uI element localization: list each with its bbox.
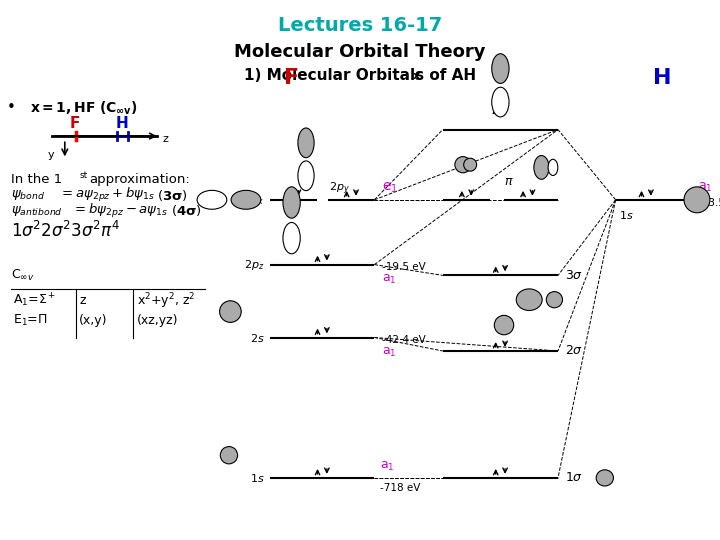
- Text: $= a\psi_{2pz} + b\psi_{1s}$: $= a\psi_{2pz} + b\psi_{1s}$: [59, 186, 155, 205]
- Ellipse shape: [494, 315, 513, 335]
- Text: F: F: [70, 116, 80, 131]
- Text: •: •: [7, 100, 16, 116]
- Text: E$_1$=Π: E$_1$=Π: [13, 313, 48, 328]
- Text: F: F: [284, 68, 300, 89]
- Text: (xz,yz): (xz,yz): [137, 314, 179, 327]
- Text: a$_1$: a$_1$: [698, 181, 713, 194]
- Ellipse shape: [283, 222, 300, 254]
- Ellipse shape: [298, 128, 314, 158]
- Ellipse shape: [492, 54, 509, 84]
- Text: -13.5 eV: -13.5 eV: [698, 198, 720, 207]
- Ellipse shape: [492, 87, 509, 117]
- Ellipse shape: [455, 157, 471, 173]
- Text: (x,y): (x,y): [79, 314, 108, 327]
- Ellipse shape: [298, 161, 314, 191]
- Text: $1s$: $1s$: [250, 472, 264, 484]
- Text: A$_1$=Σ$^+$: A$_1$=Σ$^+$: [13, 292, 56, 309]
- Ellipse shape: [516, 289, 542, 310]
- Text: H: H: [116, 116, 129, 131]
- Ellipse shape: [546, 292, 562, 308]
- Text: Molecular Orbital Theory: Molecular Orbital Theory: [234, 43, 486, 61]
- Text: $2s$: $2s$: [250, 332, 264, 343]
- Text: In the 1: In the 1: [11, 173, 62, 186]
- Ellipse shape: [548, 159, 558, 176]
- Text: st: st: [79, 171, 87, 180]
- Text: $2\sigma$: $2\sigma$: [565, 345, 583, 357]
- Text: $3\sigma$: $3\sigma$: [565, 269, 583, 282]
- Text: $\bf{x = 1, HF\ (C_{\infty v})}$: $\bf{x = 1, HF\ (C_{\infty v})}$: [30, 99, 138, 117]
- Text: $= b\psi_{2pz} - a\psi_{1s}$: $= b\psi_{2pz} - a\psi_{1s}$: [72, 201, 168, 220]
- Text: a$_1$: a$_1$: [380, 460, 395, 472]
- Text: $1s$: $1s$: [619, 209, 634, 221]
- Text: approximation:: approximation:: [89, 173, 190, 186]
- Ellipse shape: [684, 187, 710, 213]
- Text: $\psi_{bond}$: $\psi_{bond}$: [11, 188, 45, 202]
- Ellipse shape: [231, 190, 261, 209]
- Text: -19.5 eV: -19.5 eV: [382, 262, 426, 272]
- Text: $2p_z$: $2p_z$: [244, 258, 264, 272]
- Text: e$_1$: e$_1$: [382, 181, 397, 195]
- Ellipse shape: [220, 447, 238, 464]
- Text: $\psi_{antibond}$: $\psi_{antibond}$: [11, 204, 63, 218]
- Text: $2p_y$: $2p_y$: [329, 181, 350, 197]
- Ellipse shape: [534, 156, 549, 179]
- Text: x$^2$+y$^2$, z$^2$: x$^2$+y$^2$, z$^2$: [137, 291, 195, 310]
- Ellipse shape: [596, 470, 613, 486]
- Text: -42.4 eV: -42.4 eV: [382, 335, 426, 345]
- Ellipse shape: [220, 301, 241, 322]
- Text: C$_{\infty v}$: C$_{\infty v}$: [11, 268, 35, 283]
- Ellipse shape: [283, 187, 300, 218]
- Text: a$_1$: a$_1$: [382, 346, 396, 359]
- Text: ($\mathbf{4\sigma}$): ($\mathbf{4\sigma}$): [171, 203, 202, 218]
- Text: Lectures 16-17: Lectures 16-17: [278, 16, 442, 35]
- Text: $4\sigma$: $4\sigma$: [491, 106, 510, 119]
- Text: z: z: [79, 294, 86, 307]
- Text: z: z: [163, 134, 168, 144]
- Text: $2p_x$: $2p_x$: [243, 193, 264, 207]
- Text: -718 eV: -718 eV: [380, 483, 420, 492]
- Text: ($\mathbf{3\sigma}$): ($\mathbf{3\sigma}$): [157, 188, 188, 203]
- Text: $1\sigma$: $1\sigma$: [565, 471, 583, 484]
- Text: a$_1$: a$_1$: [382, 273, 396, 286]
- Text: H: H: [653, 68, 672, 89]
- Text: x: x: [413, 71, 420, 82]
- Text: 1) Molecular Orbitals of AH: 1) Molecular Orbitals of AH: [244, 68, 476, 83]
- Text: y: y: [48, 150, 54, 160]
- Ellipse shape: [464, 158, 477, 171]
- Text: $\pi$: $\pi$: [504, 175, 513, 188]
- Ellipse shape: [197, 190, 227, 209]
- Text: $1\sigma^22\sigma^23\sigma^2\pi^4$: $1\sigma^22\sigma^23\sigma^2\pi^4$: [11, 221, 120, 241]
